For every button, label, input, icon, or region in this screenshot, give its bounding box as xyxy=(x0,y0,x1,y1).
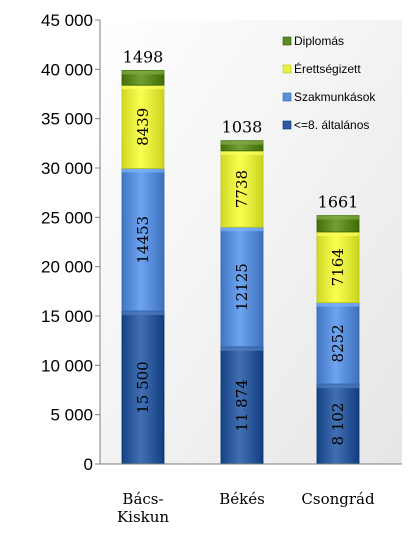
y-tick-label: 25 000 xyxy=(41,208,93,227)
data-label: 12125 xyxy=(233,263,251,311)
y-tick-label: 45 000 xyxy=(41,11,93,30)
bar-segment-highlight xyxy=(122,168,164,173)
data-label: 7164 xyxy=(329,248,347,286)
data-label: 15 500 xyxy=(134,361,152,414)
legend-swatch xyxy=(282,120,292,130)
legend-swatch xyxy=(282,64,292,74)
bar-segment xyxy=(316,231,360,304)
bar-segment-highlight xyxy=(122,85,164,90)
bar-segment-highlight xyxy=(122,311,164,316)
data-label: 1038 xyxy=(222,118,263,137)
x-tick-label: Csongrád xyxy=(301,490,375,508)
legend: Diplomás Érettségizett Szakmunkások <=8. ál… xyxy=(282,34,376,132)
bar-segment-highlight xyxy=(317,231,359,236)
axis-layer: 0 5 000 10 000 15 000 20 000 25 000 30 000 35 0… xyxy=(41,11,402,526)
x-tick-label: Bács-Kiskun xyxy=(117,490,169,526)
legend-label: Diplomás xyxy=(294,34,344,48)
data-label: 8439 xyxy=(134,108,152,146)
y-tick-label: 35 000 xyxy=(41,110,93,129)
y-tick-label: 20 000 xyxy=(41,258,93,277)
bar-segment-highlight xyxy=(317,302,359,307)
y-tick-label: 10 000 xyxy=(41,356,93,375)
y-tick-label: 5 000 xyxy=(50,406,93,425)
bar-segment xyxy=(121,84,165,169)
bar-segment-highlight xyxy=(221,346,263,351)
legend-label: Szakmunkások xyxy=(294,90,376,104)
data-label: 14453 xyxy=(134,216,152,264)
labels-layer: 15 500 14453 8439 1498 11 874 12125 7738 1038 8 … xyxy=(123,47,359,445)
bar-segment xyxy=(121,310,165,465)
bars-layer xyxy=(121,70,360,465)
bar-segment-highlight xyxy=(221,150,263,155)
data-label: 1498 xyxy=(123,47,164,66)
data-label: 11 874 xyxy=(233,379,251,432)
bar-segment-highlight xyxy=(221,227,263,232)
bar-segment-highlight xyxy=(317,384,359,389)
bar-segment xyxy=(121,168,165,312)
bar-segment-highlight xyxy=(317,215,359,220)
data-label: 8 102 xyxy=(329,403,347,446)
y-tick-label: 15 000 xyxy=(41,307,93,326)
legend-label: Érettségizett xyxy=(294,61,361,76)
bar-segment xyxy=(316,383,360,465)
legend-swatch xyxy=(282,36,292,46)
x-tick-label: Békés xyxy=(219,490,265,508)
data-label: 8252 xyxy=(329,324,347,362)
bar-segment-highlight xyxy=(221,140,263,145)
legend-label: <=8. általános xyxy=(294,118,369,132)
data-label: 1661 xyxy=(318,193,359,212)
y-tick-label: 0 xyxy=(84,455,93,474)
y-tick-label: 40 000 xyxy=(41,60,93,79)
bar-segment-highlight xyxy=(122,70,164,75)
y-tick-label: 30 000 xyxy=(41,159,93,178)
data-label: 7738 xyxy=(233,170,251,208)
legend-swatch xyxy=(282,92,292,102)
